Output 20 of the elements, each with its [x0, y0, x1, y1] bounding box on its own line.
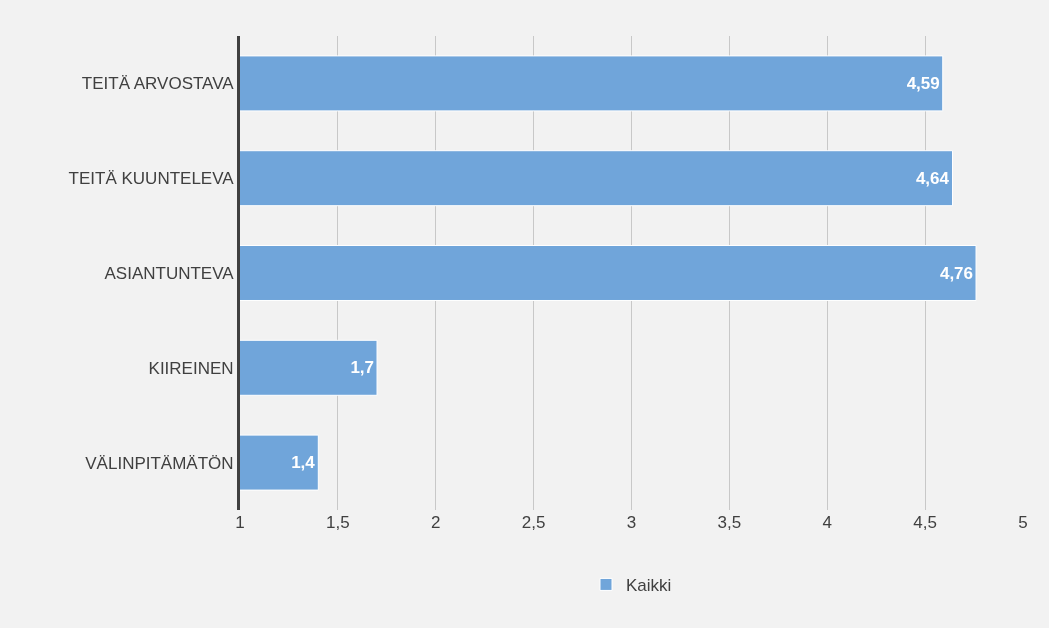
- x-tick-label: 5: [1018, 513, 1028, 532]
- x-tick-label: 2,5: [521, 513, 546, 532]
- y-tick-label: TEITÄ KUUNTELEVA: [68, 169, 235, 189]
- y-tick-label: ASIANTUNTEVA: [104, 263, 235, 283]
- y-tick-label: TEITÄ ARVOSTAVA: [81, 74, 235, 94]
- data-label: 4,64: [915, 168, 950, 188]
- data-label: 1,4: [291, 453, 316, 473]
- x-tick-label: 1,5: [326, 513, 350, 532]
- x-tick-label: 2: [431, 513, 441, 532]
- x-tick-label: 3: [626, 513, 637, 532]
- x-tick-label: 1: [235, 513, 245, 532]
- y-tick-label: VÄLINPITÄMÄTÖN: [85, 453, 234, 473]
- x-tick-label: 4: [822, 513, 832, 532]
- data-label: 1,7: [350, 358, 375, 378]
- legend-label: Kaikki: [626, 576, 672, 596]
- data-label: 4,59: [906, 73, 940, 93]
- x-tick-label: 3,5: [717, 513, 742, 532]
- data-label: 4,76: [939, 263, 974, 283]
- x-tick-label: 4,5: [913, 513, 937, 532]
- y-tick-label: KIIREINEN: [148, 358, 234, 378]
